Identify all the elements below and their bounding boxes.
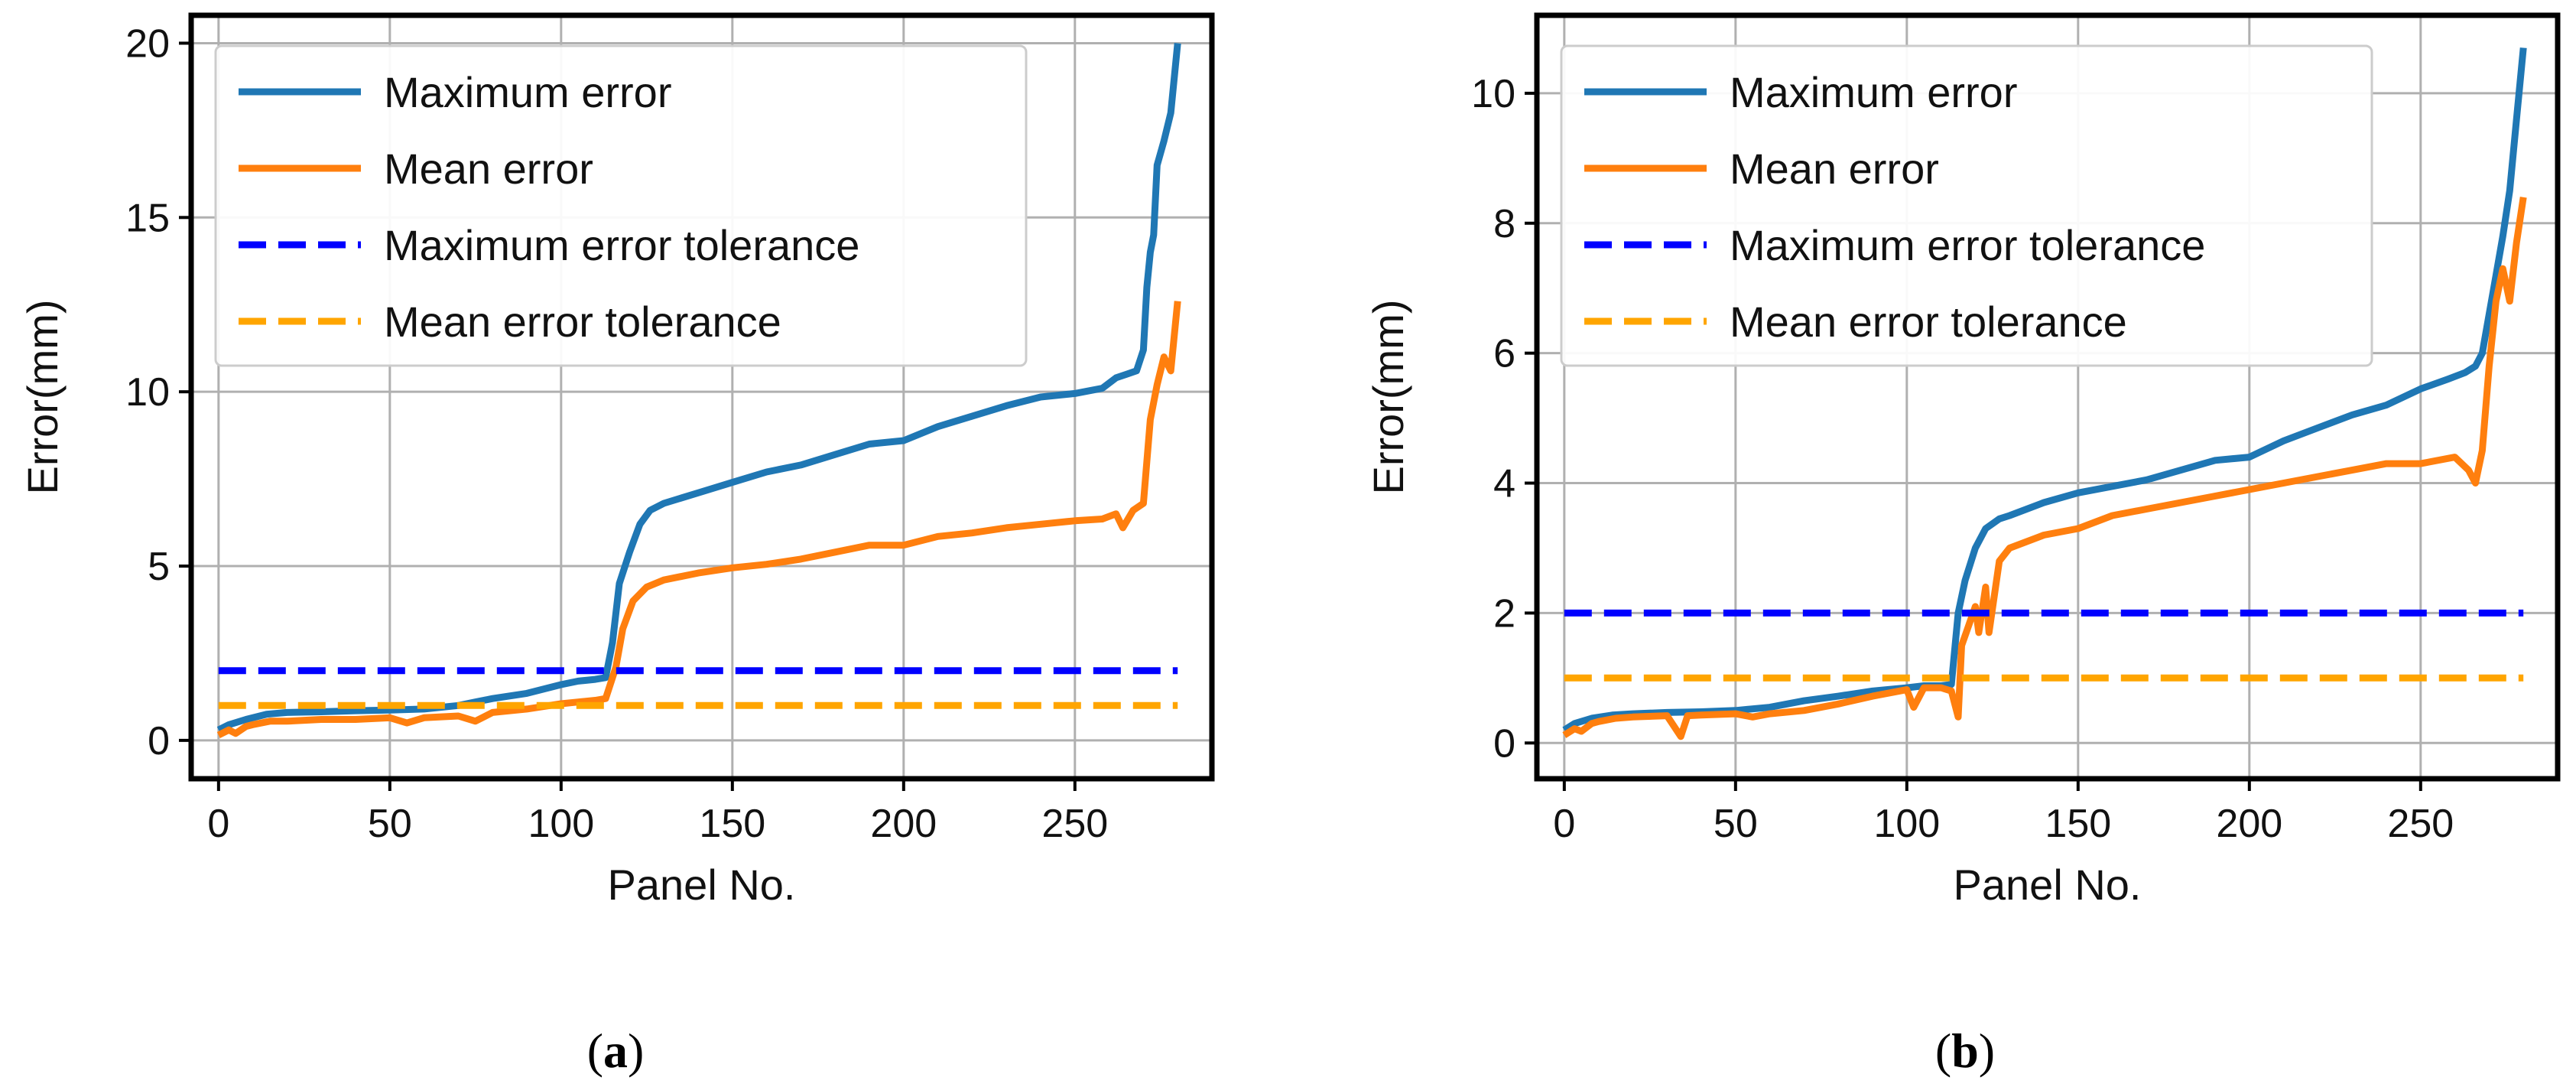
y-tick-label: 10 <box>125 370 170 415</box>
y-tick-label: 15 <box>125 196 170 240</box>
x-axis-label: Panel No. <box>1954 861 2142 909</box>
plot-frame <box>188 12 1215 782</box>
legend-label: Maximum error <box>1730 68 2017 116</box>
y-tick-label: 20 <box>125 21 170 66</box>
x-tick-label: 150 <box>699 802 765 846</box>
y-tick-label: 8 <box>1493 202 1515 246</box>
series-line-max <box>1562 47 2527 734</box>
y-tick-label: 5 <box>148 545 170 589</box>
panel-caption: (b) <box>1935 1024 1995 1078</box>
x-tick-label: 200 <box>2216 802 2282 846</box>
legend-label: Maximum error tolerance <box>1730 221 2205 269</box>
x-tick-label: 50 <box>368 802 412 846</box>
x-tick-label: 250 <box>2387 802 2454 846</box>
legend-label: Mean error tolerance <box>384 298 781 346</box>
x-tick-label: 150 <box>2045 802 2111 846</box>
y-tick-label: 6 <box>1493 332 1515 376</box>
series-line-mean <box>1562 197 2527 740</box>
x-tick-label: 0 <box>1553 802 1575 846</box>
y-tick-label: 0 <box>148 719 170 763</box>
x-tick-label: 50 <box>1714 802 1758 846</box>
y-tick-label: 0 <box>1493 721 1515 766</box>
x-tick-label: 250 <box>1041 802 1108 846</box>
y-tick-label: 10 <box>1471 72 1515 116</box>
legend: Maximum error Mean error Maximum error tol… <box>1560 44 2373 367</box>
y-axis-label: Error(mm) <box>18 299 67 494</box>
legend-label: Mean error tolerance <box>1730 298 2127 346</box>
x-tick-label: 0 <box>207 802 229 846</box>
legend-label: Maximum error <box>384 68 671 116</box>
x-axis-label: Panel No. <box>608 861 796 909</box>
legend: Maximum error Mean error Maximum error tol… <box>214 44 1028 367</box>
legend-label: Mean error <box>1730 145 1939 193</box>
panel-caption: (a) <box>587 1024 645 1078</box>
legend-box <box>1560 44 2373 367</box>
x-tick-label: 200 <box>870 802 937 846</box>
x-tick-label: 100 <box>528 802 594 846</box>
series-line-mean <box>216 301 1181 739</box>
legend-label: Mean error <box>384 145 593 193</box>
plot-frame <box>1534 12 2561 782</box>
chart-panel-a: 0 50 100 150 200 250 0 5 10 15 20 Panel No. Error(mm… <box>18 12 1215 1078</box>
legend-label: Maximum error tolerance <box>384 221 859 269</box>
y-axis-label: Error(mm) <box>1364 299 1412 494</box>
y-tick-label: 2 <box>1493 591 1515 636</box>
y-tick-label: 4 <box>1493 462 1515 506</box>
series-line-max <box>216 43 1181 734</box>
chart-panel-b: 0 50 100 150 200 250 0 2 4 6 8 10 Panel No. Error(mm)… <box>1364 12 2561 1078</box>
x-tick-label: 100 <box>1873 802 1940 846</box>
legend-box <box>214 44 1028 367</box>
